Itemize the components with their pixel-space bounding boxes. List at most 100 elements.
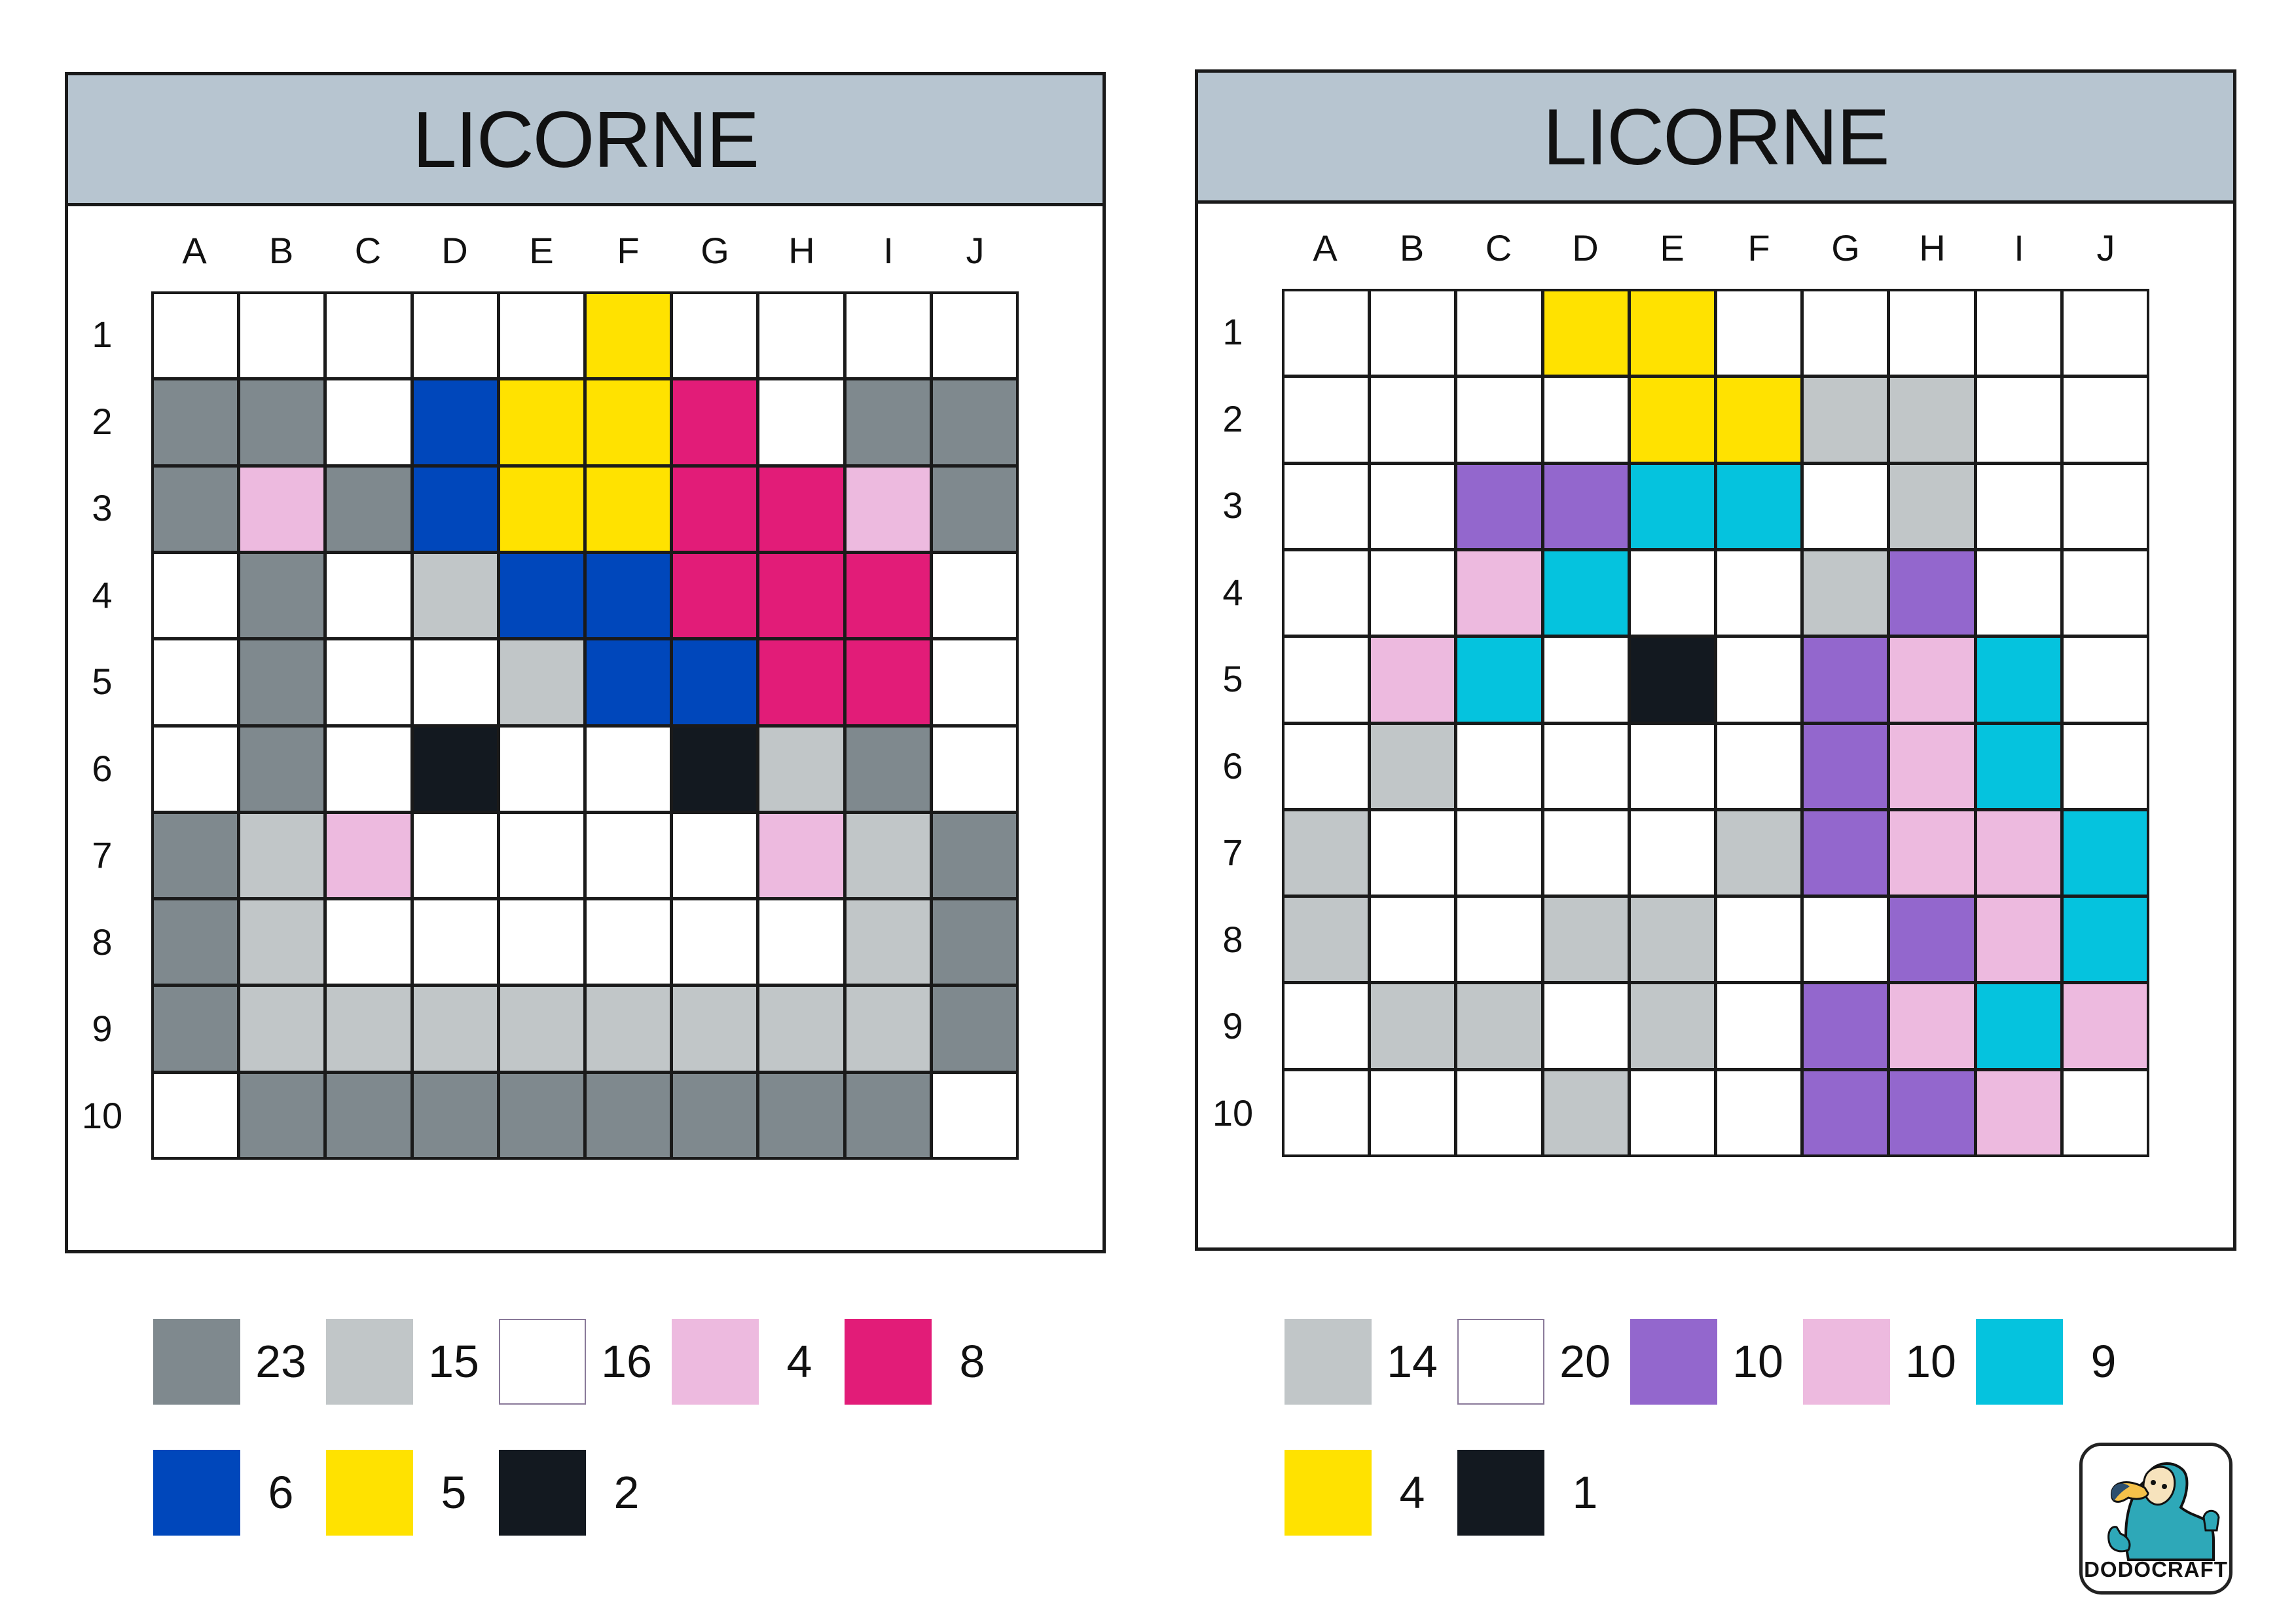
grid-cell-D7 [1544, 811, 1628, 895]
grid-cell-G3 [1804, 464, 1887, 548]
grid-cell-A8 [1285, 898, 1368, 982]
right-legend-swatch [1803, 1319, 1890, 1405]
left-legend-swatch [153, 1450, 240, 1536]
grid-cell-I9 [846, 987, 930, 1071]
right-row-label: 2 [1222, 397, 1243, 439]
grid-cell-G5 [673, 640, 757, 724]
grid-cell-E5 [1630, 638, 1714, 722]
right-legend-swatch [1976, 1319, 2063, 1405]
grid-cell-F2 [1717, 378, 1801, 462]
grid-cell-G3 [673, 467, 757, 551]
grid-cell-B4 [1371, 551, 1455, 635]
grid-cell-J1 [932, 294, 1016, 378]
left-legend-count: 16 [601, 1336, 652, 1387]
grid-cell-A1 [1285, 291, 1368, 375]
grid-cell-H2 [1890, 378, 1974, 462]
left-column-label: I [883, 230, 894, 271]
left-legend-count: 4 [786, 1336, 812, 1387]
grid-cell-A2 [1285, 378, 1368, 462]
grid-cell-G2 [673, 380, 757, 464]
grid-cell-A1 [154, 294, 238, 378]
grid-cell-A2 [154, 380, 238, 464]
left-legend-count: 8 [959, 1336, 985, 1387]
right-pixel-grid [1282, 289, 2149, 1157]
right-column-label: F [1747, 227, 1770, 268]
left-column-label: B [268, 230, 294, 271]
grid-cell-D4 [413, 553, 497, 638]
grid-cell-F1 [1717, 291, 1801, 375]
grid-cell-E8 [1630, 898, 1714, 982]
grid-cell-F5 [586, 640, 670, 724]
grid-cell-A6 [154, 727, 238, 811]
right-row-label: 1 [1222, 311, 1243, 352]
right-legend-swatch [1285, 1319, 1372, 1405]
grid-cell-C10 [327, 1073, 410, 1157]
grid-cell-G7 [1804, 811, 1887, 895]
grid-cell-F4 [1717, 551, 1801, 635]
grid-cell-C8 [1457, 898, 1541, 982]
right-legend-swatch [1457, 1319, 1544, 1405]
grid-cell-B10 [1371, 1071, 1455, 1154]
grid-cell-I6 [846, 727, 930, 811]
grid-cell-H4 [759, 553, 843, 638]
grid-cell-J6 [932, 727, 1016, 811]
grid-cell-G6 [673, 727, 757, 811]
grid-cell-H4 [1890, 551, 1974, 635]
grid-cell-A9 [1285, 984, 1368, 1068]
grid-cell-E4 [1630, 551, 1714, 635]
grid-cell-H3 [1890, 464, 1974, 548]
left-column-label: H [788, 230, 815, 271]
grid-cell-J5 [932, 640, 1016, 724]
grid-cell-B8 [1371, 898, 1455, 982]
grid-cell-J2 [2063, 378, 2147, 462]
grid-cell-D3 [413, 467, 497, 551]
right-legend-count: 14 [1387, 1336, 1438, 1387]
right-row-label: 3 [1222, 485, 1243, 526]
grid-cell-A5 [1285, 638, 1368, 722]
right-legend-swatch [1285, 1450, 1372, 1536]
right-row-label: 5 [1222, 658, 1243, 699]
grid-cell-B6 [240, 727, 324, 811]
grid-cell-H7 [1890, 811, 1974, 895]
grid-cell-J10 [932, 1073, 1016, 1157]
grid-cell-C6 [1457, 724, 1541, 808]
left-legend-count: 6 [268, 1467, 294, 1518]
grid-cell-F6 [586, 727, 670, 811]
grid-cell-F10 [1717, 1071, 1801, 1154]
grid-cell-I10 [1977, 1071, 2060, 1154]
grid-cell-D6 [1544, 724, 1628, 808]
grid-cell-J5 [2063, 638, 2147, 722]
left-row-label: 6 [92, 747, 113, 789]
grid-cell-G8 [673, 900, 757, 984]
grid-cell-J8 [932, 900, 1016, 984]
grid-cell-E3 [1630, 464, 1714, 548]
grid-cell-I5 [846, 640, 930, 724]
grid-cell-C3 [327, 467, 410, 551]
dodo-bird-icon [2107, 1462, 2220, 1561]
left-legend-swatch [499, 1319, 586, 1405]
grid-cell-G8 [1804, 898, 1887, 982]
grid-cell-I1 [846, 294, 930, 378]
right-puzzle-title: LICORNE [1198, 73, 2233, 204]
right-column-label: B [1399, 227, 1425, 268]
grid-cell-D1 [1544, 291, 1628, 375]
grid-cell-C1 [1457, 291, 1541, 375]
grid-cell-C3 [1457, 464, 1541, 548]
grid-cell-E1 [500, 294, 583, 378]
grid-cell-G10 [1804, 1071, 1887, 1154]
grid-cell-I3 [846, 467, 930, 551]
grid-cell-I1 [1977, 291, 2060, 375]
grid-cell-F6 [1717, 724, 1801, 808]
grid-cell-H9 [759, 987, 843, 1071]
grid-cell-C9 [1457, 984, 1541, 1068]
left-row-label: 1 [92, 314, 113, 355]
grid-cell-G1 [1804, 291, 1887, 375]
grid-cell-C10 [1457, 1071, 1541, 1154]
grid-cell-B4 [240, 553, 324, 638]
grid-cell-C8 [327, 900, 410, 984]
grid-cell-C9 [327, 987, 410, 1071]
grid-cell-F7 [1717, 811, 1801, 895]
grid-cell-A4 [1285, 551, 1368, 635]
grid-cell-C7 [327, 813, 410, 898]
grid-cell-D3 [1544, 464, 1628, 548]
